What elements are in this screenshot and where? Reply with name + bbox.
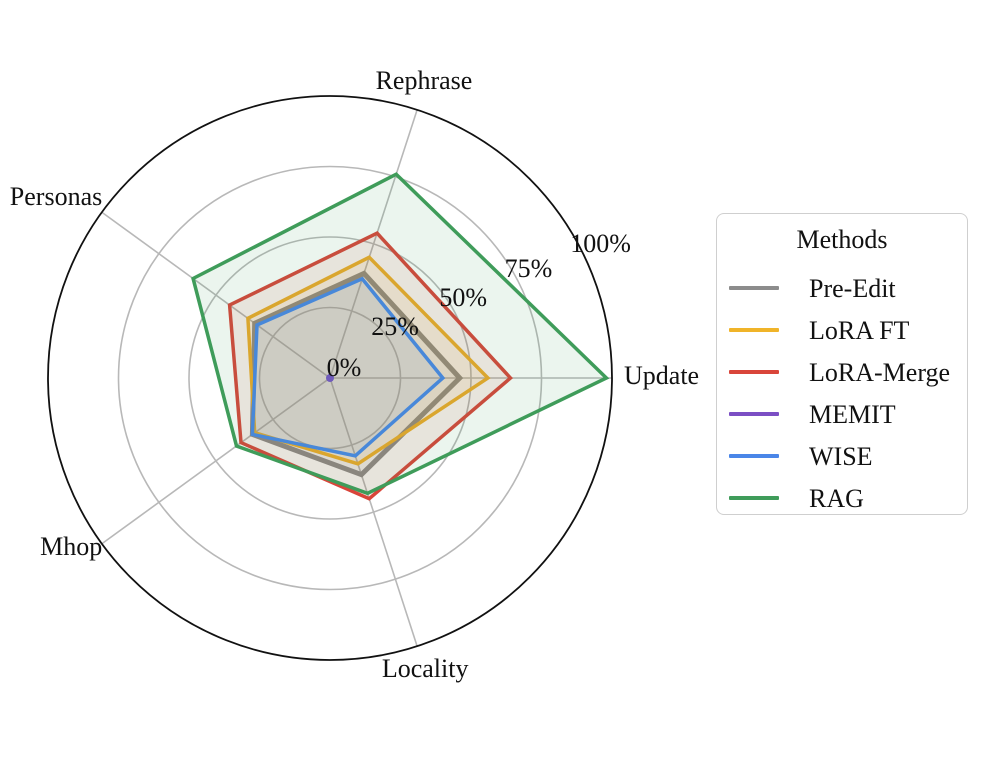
legend-title: Methods xyxy=(796,225,888,254)
axis-label-update: Update xyxy=(624,361,699,390)
axis-label-locality: Locality xyxy=(382,654,469,683)
legend-label-pre-edit: Pre-Edit xyxy=(809,274,896,303)
spoke-personas xyxy=(101,211,331,379)
spoke-mhop xyxy=(101,377,331,545)
legend-item-lora-merge: LoRA-Merge xyxy=(729,358,965,388)
legend-label-lora-ft: LoRA FT xyxy=(809,316,910,345)
series-lora-merge-polygon xyxy=(227,231,514,501)
series-rag-polygon xyxy=(191,172,610,496)
legend-swatch-rag xyxy=(729,496,779,500)
radial-tick-label-50: 50% xyxy=(439,283,487,312)
radar-grid xyxy=(47,95,613,661)
legend-label-memit: MEMIT xyxy=(809,400,896,429)
legend-label-lora-merge: LoRA-Merge xyxy=(809,358,951,387)
radar-labels: 0% 25% 50% 75% 100% Update Rephrase Personas Mho… xyxy=(10,66,699,683)
legend-swatch-lora-ft xyxy=(729,328,779,332)
legend-item-rag: RAG xyxy=(729,484,965,514)
outer-ring xyxy=(47,95,613,661)
axis-label-rephrase: Rephrase xyxy=(376,66,473,95)
legend-item-lora-ft: LoRA FT xyxy=(729,316,965,346)
spoke-rephrase xyxy=(329,109,418,379)
legend-label-rag: RAG xyxy=(809,484,864,513)
radial-tick-label-75: 75% xyxy=(505,254,553,283)
series-wise-polygon xyxy=(250,276,446,458)
radial-tick-label-0: 0% xyxy=(327,353,362,382)
legend-label-wise: WISE xyxy=(809,442,873,471)
spoke-locality xyxy=(329,377,418,647)
legend-swatch-lora-merge xyxy=(729,370,779,374)
series-lora-ft-polygon xyxy=(246,255,491,466)
legend-item-memit: MEMIT xyxy=(729,400,965,430)
legend-item-wise: WISE xyxy=(729,442,965,472)
legend-swatch-pre-edit xyxy=(729,286,779,290)
radial-tick-label-100: 100% xyxy=(570,229,631,258)
axis-label-personas: Personas xyxy=(10,182,102,211)
legend-swatch-wise xyxy=(729,454,779,458)
series-memit-marker xyxy=(326,374,334,382)
radial-tick-label-25: 25% xyxy=(371,312,419,341)
legend-item-pre-edit: Pre-Edit xyxy=(729,274,965,304)
legend: Methods Pre-Edit LoRA FT LoRA-Merge MEMIT WI… xyxy=(716,213,968,515)
axis-label-mhop: Mhop xyxy=(40,532,102,561)
legend-swatch-memit xyxy=(729,412,779,416)
radar-series xyxy=(191,172,610,501)
